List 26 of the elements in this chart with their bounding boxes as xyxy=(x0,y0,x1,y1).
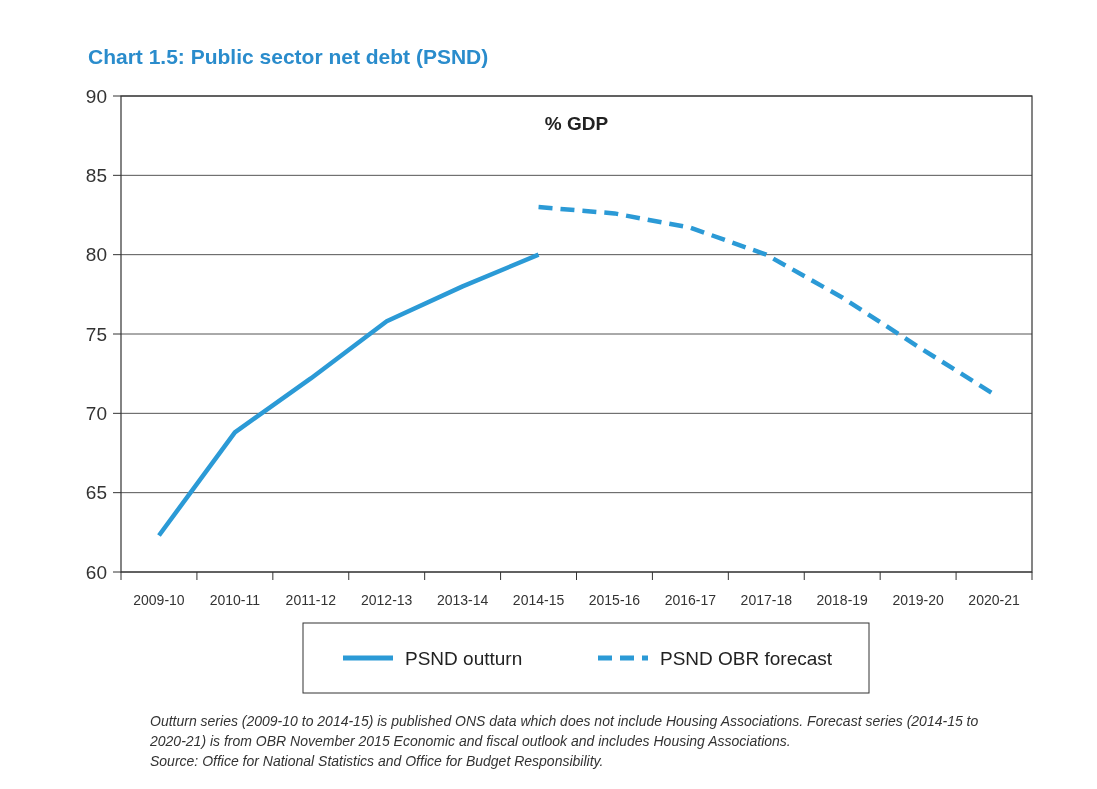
y-tick-label: 80 xyxy=(85,244,107,266)
x-tick-label: 2018-19 xyxy=(816,592,869,608)
x-tick-label: 2012-13 xyxy=(361,592,413,608)
x-tick-label: 2013-14 xyxy=(436,592,489,608)
y-tick-label: 75 xyxy=(85,323,107,345)
y-tick-label: 85 xyxy=(85,164,107,186)
line-series xyxy=(156,252,541,538)
x-tick-label: 2015-16 xyxy=(588,592,641,608)
x-tick-label: 2019-20 xyxy=(892,592,945,608)
x-tick-label: 2016-17 xyxy=(664,592,717,608)
x-tick-label: 2009-10 xyxy=(133,592,185,608)
legend-label: PSND OBR forecast xyxy=(660,647,833,669)
x-tick-label: 2020-21 xyxy=(968,592,1020,608)
x-tick-label: 2014-15 xyxy=(512,592,565,608)
chart-title: Chart 1.5: Public sector net debt (PSND) xyxy=(88,45,489,68)
x-tick-label: 2010-11 xyxy=(209,592,261,608)
y-tick-label: 70 xyxy=(85,402,107,424)
text: Outturn series (2009-10 to 2014-15) is published ONS data which does not include Housing Associations. Forecast series (2014-15 to 2020-21) is from OBR November 2015 Economic and fiscal outlook and includes Housing Associations. xyxy=(149,713,979,749)
legend-label: PSND outturn xyxy=(405,647,523,669)
source-note: Source: Office for National Statistics and Office for Budget Responsibility. xyxy=(150,753,604,769)
y-tick-label: 65 xyxy=(85,482,107,504)
x-tick-label: 2017-18 xyxy=(740,592,793,608)
y-axis-title: % GDP xyxy=(544,113,609,134)
y-tick-label: 90 xyxy=(85,85,107,107)
x-tick-label: 2011-12 xyxy=(285,592,337,608)
y-tick-label: 60 xyxy=(85,561,107,583)
